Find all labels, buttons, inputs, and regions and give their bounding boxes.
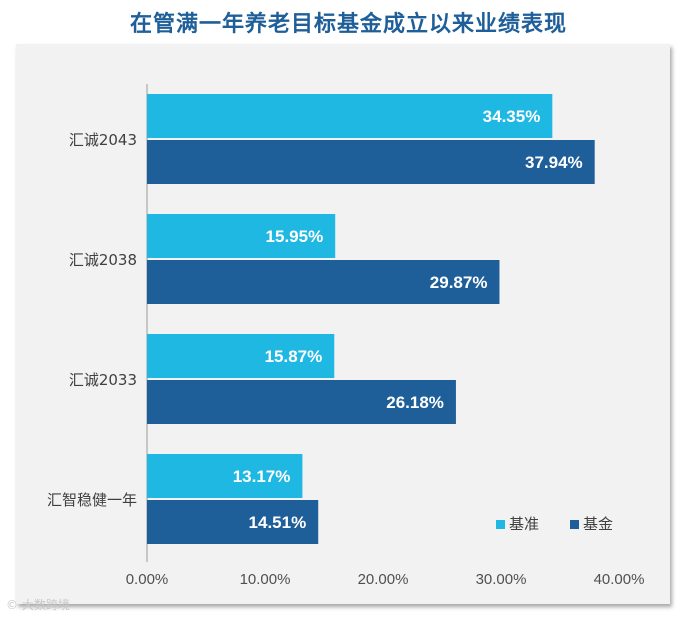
watermark: © 大数跨境 <box>6 598 70 612</box>
bar-fund-3 <box>147 500 319 544</box>
bar-benchmark-0 <box>147 94 553 138</box>
data-label-fund-1: 29.87% <box>430 273 488 292</box>
data-label-benchmark-1: 15.95% <box>266 227 324 246</box>
data-label-benchmark-2: 15.87% <box>265 347 323 366</box>
legend-label-0: 基准 <box>509 515 539 533</box>
data-label-benchmark-3: 13.17% <box>233 467 291 486</box>
category-label-2: 汇诚2033 <box>69 371 137 389</box>
bar-fund-2 <box>147 380 456 424</box>
bar-benchmark-1 <box>147 214 336 258</box>
data-label-fund-3: 14.51% <box>249 513 307 532</box>
x-tick-label-1: 10.00% <box>240 571 291 588</box>
data-label-fund-2: 26.18% <box>386 393 444 412</box>
plot-panel: 34.35% 37.94% 汇诚2043 15.95% 29.87% 汇诚2038 15.8… <box>16 44 670 604</box>
x-tick-label-2: 20.00% <box>358 571 409 588</box>
x-tick-label-0: 0.00% <box>126 571 169 588</box>
bar-benchmark-3 <box>147 454 303 498</box>
chart-title: 在管满一年养老目标基金成立以来业绩表现 <box>129 12 567 37</box>
bar-fund-1 <box>147 260 500 304</box>
category-label-1: 汇诚2038 <box>69 251 137 269</box>
category-label-0: 汇诚2043 <box>69 131 137 149</box>
x-tick-label-4: 40.00% <box>594 571 645 588</box>
x-tick-label-3: 30.00% <box>476 571 527 588</box>
bar-benchmark-2 <box>147 334 335 378</box>
legend-swatch-0 <box>496 520 505 529</box>
legend-label-1: 基金 <box>583 515 613 533</box>
category-label-3: 汇智稳健一年 <box>47 491 137 509</box>
bar-chart: 34.35% 37.94% 汇诚2043 15.95% 29.87% 汇诚2038 15.8… <box>47 84 645 588</box>
legend-swatch-1 <box>570 520 579 529</box>
data-label-fund-0: 37.94% <box>525 153 583 172</box>
bar-fund-0 <box>147 140 595 184</box>
data-label-benchmark-0: 34.35% <box>483 107 541 126</box>
